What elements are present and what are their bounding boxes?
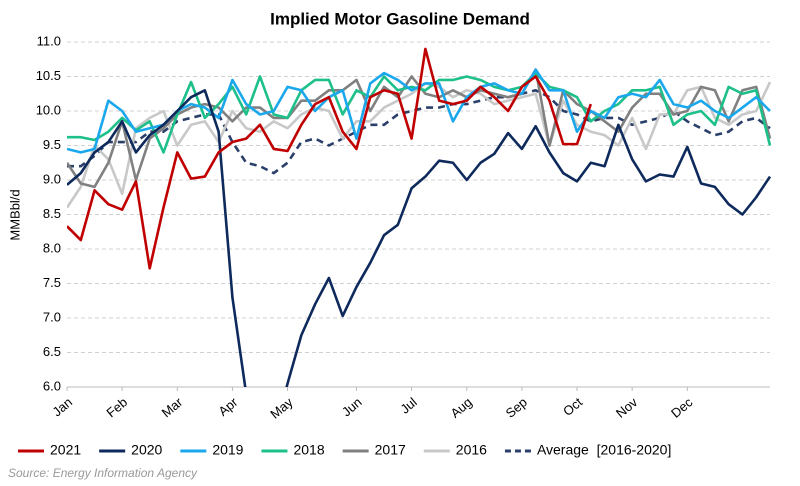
x-tick-label: Aug — [448, 394, 475, 420]
series-line — [67, 89, 771, 175]
y-tick-label: 10.0 — [36, 102, 61, 117]
x-tick-label: Oct — [560, 394, 585, 419]
plot-area — [67, 47, 772, 387]
legend-label: 2018 — [293, 442, 324, 458]
legend-label: 2020 — [131, 442, 162, 458]
series-line — [67, 68, 772, 189]
x-tick-label: Feb — [103, 394, 130, 420]
y-axis-label: MMBbl/d — [7, 189, 22, 240]
x-tick-label: Apr — [215, 394, 241, 419]
x-tick-label: Sep — [503, 394, 530, 420]
y-tick-label: 6.0 — [43, 378, 61, 393]
y-tick-label: 7.5 — [43, 275, 61, 290]
legend-label: 2017 — [375, 442, 406, 458]
chart-title: Implied Motor Gasoline Demand — [270, 9, 530, 28]
x-tick-label: Nov — [613, 394, 641, 421]
legend-label: 2016 — [456, 442, 487, 458]
y-tick-label: 7.0 — [43, 309, 61, 324]
y-tick-label: 9.0 — [43, 171, 61, 186]
legend-label: 2021 — [50, 442, 81, 458]
y-tick-label: 6.5 — [43, 344, 61, 359]
x-tick-label: Jun — [339, 394, 365, 419]
x-tick-label: May — [267, 394, 296, 422]
source-note: Source: Energy Information Agency — [8, 466, 198, 480]
y-tick-label: 10.5 — [36, 68, 61, 83]
x-tick-label: Jul — [397, 394, 419, 416]
series-line — [67, 89, 772, 387]
y-tick-label: 8.0 — [43, 240, 61, 255]
y-tick-label: 8.5 — [43, 206, 61, 221]
x-tick-label: Dec — [668, 394, 696, 421]
legend-label: 2019 — [212, 442, 243, 458]
series-line — [67, 47, 593, 270]
x-tick-label: Jan — [49, 394, 75, 419]
y-tick-label: 11.0 — [37, 33, 61, 48]
y-tick-label: 9.5 — [43, 137, 61, 152]
x-tick-label: Mar — [159, 394, 186, 420]
legend-label: Average [2016-2020] — [537, 442, 671, 458]
